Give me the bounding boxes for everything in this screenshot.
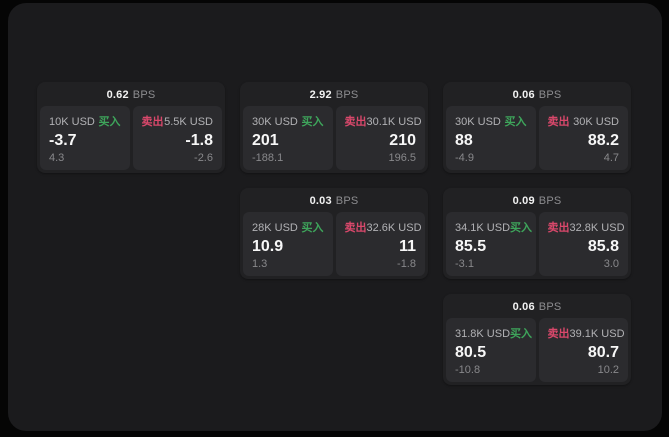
- buy-amount: 34.1K USD: [455, 222, 511, 234]
- sell-amount: 39.1K USD: [569, 328, 625, 340]
- sell-delta: 10.2: [597, 364, 619, 376]
- app-panel: 0.62 BPS 10K USD 买入 -3.7 4.3 卖出 5.5K USD …: [8, 3, 662, 431]
- buy-price: 10.9: [252, 237, 284, 255]
- bps-header: 0.03 BPS: [243, 191, 425, 212]
- sell-label: 卖出: [547, 116, 570, 128]
- buy-amount: 31.8K USD: [455, 328, 511, 340]
- bps-value: 2.92: [309, 89, 332, 101]
- buy-price: 80.5: [455, 343, 487, 361]
- buy-quote-panel[interactable]: 31.8K USD 买入 80.5 -10.8: [446, 318, 536, 382]
- bps-unit-label: BPS: [335, 89, 359, 101]
- buy-quote-panel[interactable]: 30K USD 买入 201 -188.1: [243, 106, 333, 170]
- buy-price: -3.7: [49, 131, 77, 149]
- buy-label: 买入: [98, 116, 121, 128]
- bps-header: 0.06 BPS: [446, 297, 628, 318]
- sell-delta: -1.8: [397, 258, 416, 270]
- buy-amount: 30K USD: [252, 116, 298, 128]
- buy-amount: 30K USD: [455, 116, 501, 128]
- quote-card[interactable]: 0.06 BPS 30K USD 买入 88 -4.9 卖出 30K USD 88…: [443, 82, 631, 173]
- buy-price: 88: [455, 131, 473, 149]
- buy-delta: 1.3: [252, 258, 268, 270]
- bps-value: 0.62: [106, 89, 129, 101]
- bps-value: 0.06: [512, 301, 535, 313]
- buy-label: 买入: [301, 222, 324, 234]
- sell-amount: 32.6K USD: [366, 222, 422, 234]
- buy-quote-panel[interactable]: 30K USD 买入 88 -4.9: [446, 106, 536, 170]
- sell-price: 88.2: [587, 131, 619, 149]
- buy-price: 85.5: [455, 237, 487, 255]
- sell-delta: 3.0: [603, 258, 619, 270]
- buy-label: 买入: [510, 328, 533, 340]
- buy-label: 买入: [301, 116, 324, 128]
- buy-label: 买入: [504, 116, 527, 128]
- buy-price: 201: [252, 131, 279, 149]
- sell-amount: 30K USD: [573, 116, 619, 128]
- quote-card[interactable]: 0.09 BPS 34.1K USD 买入 85.5 -3.1 卖出 32.8K …: [443, 188, 631, 279]
- sell-quote-panel[interactable]: 卖出 32.6K USD 11 -1.8: [335, 212, 425, 276]
- sell-price: 85.8: [587, 237, 619, 255]
- sell-label: 卖出: [344, 116, 367, 128]
- bps-unit-label: BPS: [132, 89, 156, 101]
- bps-header: 0.09 BPS: [446, 191, 628, 212]
- bps-value: 0.09: [512, 195, 535, 207]
- sell-delta: -2.6: [194, 152, 213, 164]
- bps-unit-label: BPS: [335, 195, 359, 207]
- quote-card[interactable]: 2.92 BPS 30K USD 买入 201 -188.1 卖出 30.1K U…: [240, 82, 428, 173]
- sell-delta: 4.7: [603, 152, 619, 164]
- sell-price: -1.8: [185, 131, 213, 149]
- buy-amount: 10K USD: [49, 116, 95, 128]
- sell-price: 210: [389, 131, 416, 149]
- sell-label: 卖出: [547, 328, 570, 340]
- sell-price: 80.7: [587, 343, 619, 361]
- sell-delta: 196.5: [388, 152, 416, 164]
- buy-quote-panel[interactable]: 34.1K USD 买入 85.5 -3.1: [446, 212, 536, 276]
- sell-quote-panel[interactable]: 卖出 30K USD 88.2 4.7: [538, 106, 628, 170]
- sell-amount: 30.1K USD: [366, 116, 422, 128]
- quote-card[interactable]: 0.62 BPS 10K USD 买入 -3.7 4.3 卖出 5.5K USD …: [37, 82, 225, 173]
- quote-card[interactable]: 0.06 BPS 31.8K USD 买入 80.5 -10.8 卖出 39.1K…: [443, 294, 631, 385]
- buy-amount: 28K USD: [252, 222, 298, 234]
- sell-amount: 32.8K USD: [569, 222, 625, 234]
- sell-quote-panel[interactable]: 卖出 32.8K USD 85.8 3.0: [538, 212, 628, 276]
- sell-label: 卖出: [141, 116, 164, 128]
- sell-label: 卖出: [547, 222, 570, 234]
- bps-unit-label: BPS: [538, 301, 562, 313]
- sell-amount: 5.5K USD: [164, 116, 213, 128]
- buy-delta: -3.1: [455, 258, 474, 270]
- buy-quote-panel[interactable]: 10K USD 买入 -3.7 4.3: [40, 106, 130, 170]
- bps-unit-label: BPS: [538, 89, 562, 101]
- sell-label: 卖出: [344, 222, 367, 234]
- sell-quote-panel[interactable]: 卖出 30.1K USD 210 196.5: [335, 106, 425, 170]
- bps-header: 2.92 BPS: [243, 85, 425, 106]
- buy-quote-panel[interactable]: 28K USD 买入 10.9 1.3: [243, 212, 333, 276]
- bps-value: 0.03: [309, 195, 332, 207]
- sell-quote-panel[interactable]: 卖出 39.1K USD 80.7 10.2: [538, 318, 628, 382]
- bps-value: 0.06: [512, 89, 535, 101]
- sell-price: 11: [399, 237, 416, 255]
- buy-delta: -188.1: [252, 152, 284, 164]
- buy-delta: -4.9: [455, 152, 474, 164]
- bps-header: 0.06 BPS: [446, 85, 628, 106]
- buy-delta: 4.3: [49, 152, 65, 164]
- quote-card[interactable]: 0.03 BPS 28K USD 买入 10.9 1.3 卖出 32.6K USD…: [240, 188, 428, 279]
- buy-label: 买入: [510, 222, 533, 234]
- buy-delta: -10.8: [455, 364, 481, 376]
- bps-unit-label: BPS: [538, 195, 562, 207]
- sell-quote-panel[interactable]: 卖出 5.5K USD -1.8 -2.6: [132, 106, 222, 170]
- bps-header: 0.62 BPS: [40, 85, 222, 106]
